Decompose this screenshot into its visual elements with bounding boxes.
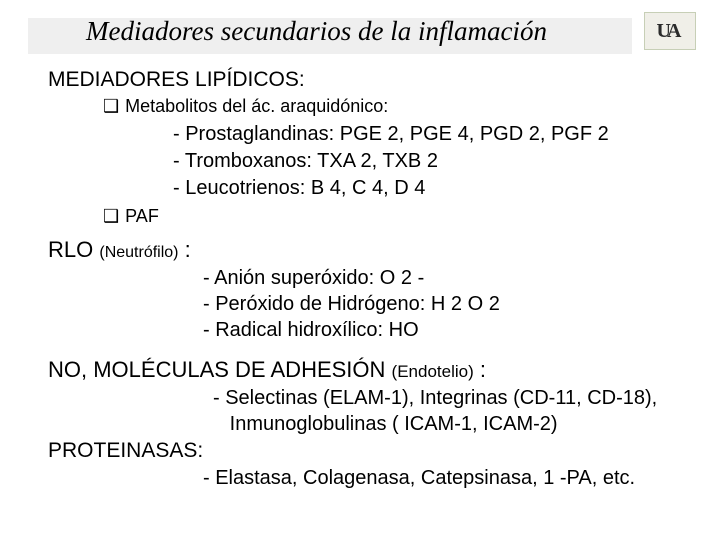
square-bullet-icon: ❑ [103,206,119,226]
heading-rlo: RLO (Neutrófilo) : [48,237,702,263]
logo: UA [644,12,696,50]
dash-selectinas-1: - Selectinas (ELAM-1), Integrinas (CD-11… [213,385,702,411]
title-bar: Mediadores secundarios de la inflamación… [18,10,702,60]
slide-title: Mediadores secundarios de la inflamación [86,16,547,47]
rlo-list: - Anión superóxido: O 2 - - Peróxido de … [203,265,702,343]
no-colon: : [474,357,486,382]
bullet-paf-text: PAF [125,206,159,226]
dash-selectinas-2: Inmunoglobulinas ( ICAM-1, ICAM-2) [213,411,702,437]
heading-lipidicos: MEDIADORES LIPÍDICOS: [48,68,702,92]
dash-anion: - Anión superóxido: O 2 - [203,265,702,291]
bullet-paf: ❑ PAF [103,206,702,227]
heading-proteinasas: PROTEINASAS: [48,439,702,463]
no-paren: (Endotelio) [392,362,474,381]
dash-radical: - Radical hidroxílico: HO [203,317,702,343]
bullet-metabolitos-text: Metabolitos del ác. araquidónico: [125,96,388,116]
dash-tromboxanos: - Tromboxanos: TXA 2, TXB 2 [173,148,702,175]
rlo-colon: : [179,237,191,262]
dash-leucotrienos: - Leucotrienos: B 4, C 4, D 4 [173,175,702,202]
heading-no: NO, MOLÉCULAS DE ADHESIÓN (Endotelio) : [48,357,702,383]
dash-peroxido: - Peróxido de Hidrógeno: H 2 O 2 [203,291,702,317]
adhesion-list: - Selectinas (ELAM-1), Integrinas (CD-11… [213,385,702,437]
no-label: NO, MOLÉCULAS DE ADHESIÓN [48,357,392,382]
proteinasas-list: - Elastasa, Colagenasa, Catepsinasa, 1 -… [203,465,702,491]
rlo-label: RLO [48,237,93,262]
bullet-metabolitos: ❑ Metabolitos del ác. araquidónico: [103,96,702,117]
slide: Mediadores secundarios de la inflamación… [0,0,720,540]
dash-elastasa: - Elastasa, Colagenasa, Catepsinasa, 1 -… [203,465,702,491]
arachidonic-list: - Prostaglandinas: PGE 2, PGE 4, PGD 2, … [173,121,702,202]
square-bullet-icon: ❑ [103,96,119,116]
rlo-paren: (Neutrófilo) [99,244,178,261]
dash-prostaglandinas: - Prostaglandinas: PGE 2, PGE 4, PGD 2, … [173,121,702,148]
